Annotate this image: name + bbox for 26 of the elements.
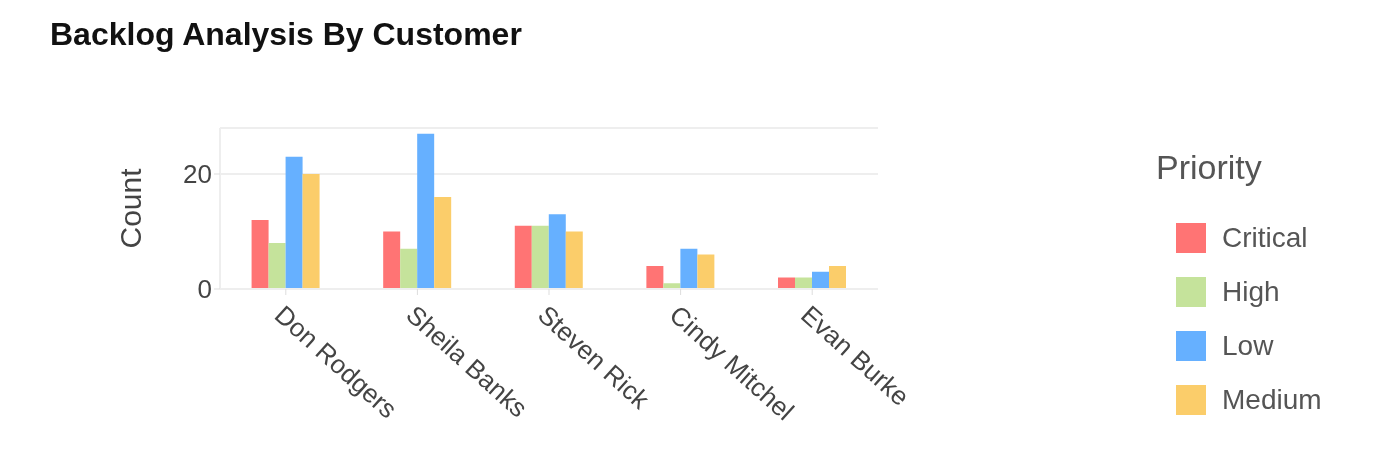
bar <box>285 156 303 289</box>
legend-label: Critical <box>1222 222 1308 254</box>
bar <box>383 231 401 289</box>
bar <box>434 197 452 289</box>
bar <box>302 174 320 289</box>
bar <box>251 220 269 289</box>
legend-label: Medium <box>1222 384 1322 416</box>
bar <box>828 266 846 289</box>
bar <box>565 231 583 289</box>
chart-title: Backlog Analysis By Customer <box>50 16 522 53</box>
bar <box>400 248 418 289</box>
bar <box>646 266 664 289</box>
bar <box>548 214 566 289</box>
y-tick-label: 0 <box>197 274 212 305</box>
legend-label: Low <box>1222 330 1274 362</box>
legend-title: Priority <box>1156 148 1263 187</box>
bar <box>811 271 829 289</box>
bar <box>531 225 549 289</box>
bar <box>417 133 435 289</box>
bar <box>268 243 286 289</box>
bar <box>514 225 532 289</box>
y-axis-title: Count <box>113 167 147 249</box>
bar <box>697 254 715 289</box>
bar <box>680 248 698 289</box>
legend-label: High <box>1222 276 1280 308</box>
y-tick-label: 20 <box>183 159 212 190</box>
